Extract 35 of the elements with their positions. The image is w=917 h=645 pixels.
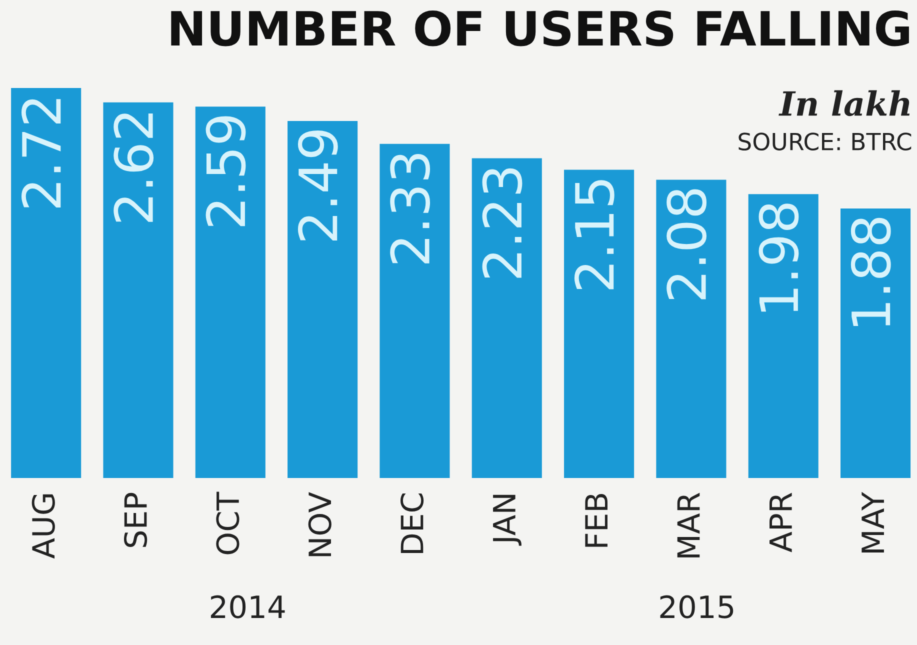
x-tick-label: FEB bbox=[585, 494, 608, 547]
bar bbox=[656, 180, 726, 478]
bar bbox=[840, 208, 911, 478]
annotation: SOURCE: BTRC bbox=[738, 132, 912, 150]
data-label: 2.33 bbox=[390, 154, 430, 264]
bar bbox=[195, 106, 266, 478]
data-label: 1.88 bbox=[850, 218, 891, 326]
x-tick-label: MAR bbox=[677, 492, 700, 558]
bar bbox=[564, 170, 634, 478]
data-label: 2.59 bbox=[206, 116, 246, 226]
chart-title: NUMBER OF USERS FALLING bbox=[171, 10, 909, 46]
x-tick-label: NOV bbox=[308, 492, 332, 556]
x-tick-label: OCT bbox=[216, 492, 240, 554]
bar bbox=[472, 158, 542, 478]
text: 2015 bbox=[660, 595, 734, 618]
text: 2014 bbox=[210, 595, 285, 618]
x-tick-label: APR bbox=[770, 492, 792, 552]
data-label: 2.72 bbox=[21, 99, 61, 208]
x-tick-label: MAY bbox=[862, 492, 884, 552]
data-label: 2.23 bbox=[482, 168, 522, 278]
x-tick-label: SEP bbox=[124, 492, 148, 548]
data-label: 2.15 bbox=[574, 180, 614, 290]
x-tick-label: AUG bbox=[32, 494, 55, 559]
data-label: 2.62 bbox=[114, 113, 154, 222]
bar bbox=[380, 144, 450, 478]
data-label: 1.98 bbox=[758, 204, 799, 312]
data-label: 2.49 bbox=[298, 130, 338, 240]
annotation: In lakh bbox=[778, 90, 910, 116]
bar bbox=[103, 102, 174, 478]
x-tick-label: JAN bbox=[493, 494, 522, 546]
data-label: 2.08 bbox=[666, 189, 707, 300]
bar bbox=[11, 88, 82, 478]
bar bbox=[288, 120, 358, 478]
bar bbox=[748, 194, 818, 478]
x-tick-label: DEC bbox=[400, 494, 424, 554]
